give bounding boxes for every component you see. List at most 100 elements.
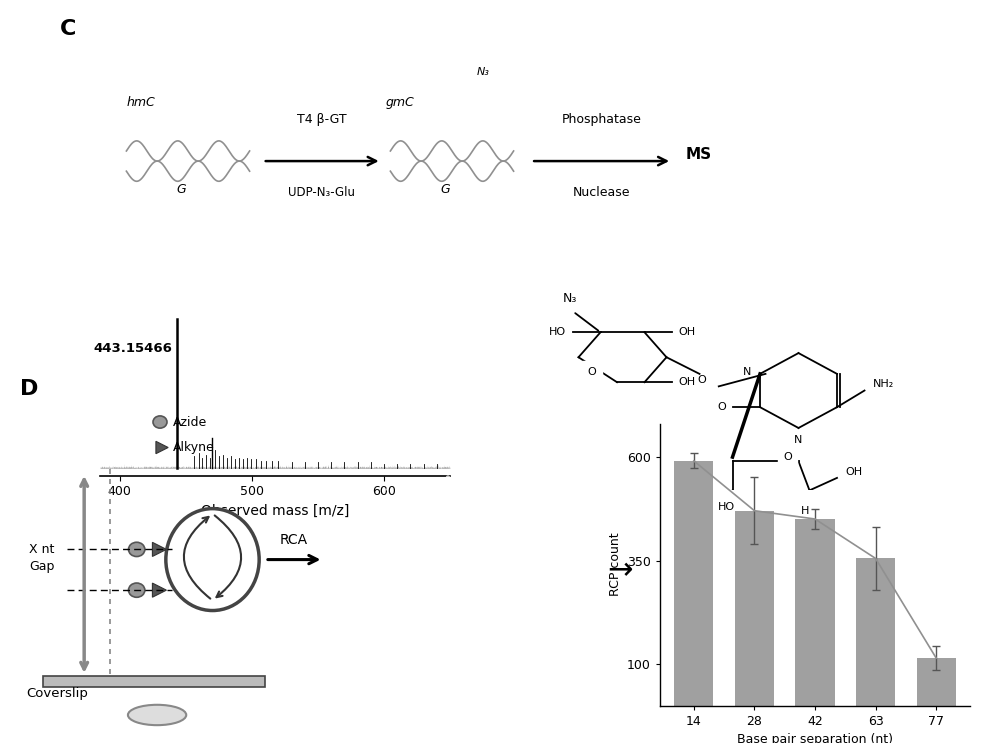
Point <box>542 676 558 688</box>
Point <box>487 517 503 529</box>
Point <box>380 602 396 614</box>
Text: G: G <box>440 184 450 196</box>
Bar <box>735 510 774 706</box>
Point <box>563 470 579 482</box>
Text: Nuclease: Nuclease <box>573 186 630 199</box>
Text: Alkyne: Alkyne <box>173 441 215 454</box>
Point <box>377 455 393 467</box>
Point <box>565 472 581 484</box>
Text: 443.15466: 443.15466 <box>94 343 173 355</box>
Point <box>432 535 448 547</box>
Point <box>520 525 536 537</box>
Point <box>528 562 544 574</box>
Point <box>377 553 393 565</box>
Point <box>550 652 566 664</box>
Text: N₃: N₃ <box>476 67 489 77</box>
Point <box>577 524 593 536</box>
Bar <box>917 658 956 706</box>
Point <box>384 662 400 674</box>
Point <box>421 443 437 455</box>
Point <box>423 674 439 686</box>
Point <box>389 557 405 568</box>
Point <box>555 570 571 582</box>
Point <box>477 539 493 551</box>
Point <box>431 448 447 460</box>
Point <box>384 455 400 467</box>
Point <box>525 696 541 708</box>
Point <box>480 438 496 450</box>
Point <box>572 462 588 474</box>
Point <box>518 565 534 577</box>
Point <box>379 597 395 609</box>
Point <box>543 615 559 627</box>
Point <box>474 665 490 677</box>
Point <box>548 614 564 626</box>
Point <box>454 588 470 600</box>
Point <box>448 455 464 467</box>
Point <box>487 606 503 617</box>
Point <box>464 678 480 690</box>
Point <box>372 543 388 555</box>
Point <box>502 679 518 691</box>
Point <box>547 455 563 467</box>
Point <box>512 486 528 498</box>
Point <box>532 606 548 618</box>
Point <box>419 447 435 458</box>
Point <box>402 692 418 704</box>
Point <box>469 504 485 516</box>
Point <box>506 450 522 461</box>
Point <box>559 554 575 566</box>
Point <box>579 681 595 693</box>
Point <box>493 640 509 652</box>
Point <box>544 618 560 630</box>
Point <box>453 681 469 693</box>
Point <box>465 530 481 542</box>
Point <box>450 637 466 649</box>
Point <box>409 570 425 582</box>
Point <box>572 537 588 549</box>
Point <box>554 440 570 452</box>
Point <box>579 517 595 529</box>
Point <box>387 580 403 592</box>
Point <box>520 500 536 512</box>
Text: hmC: hmC <box>126 96 155 108</box>
Point <box>482 473 498 485</box>
Point <box>487 567 503 579</box>
Point <box>535 698 551 710</box>
Point <box>572 565 588 577</box>
Point <box>572 562 588 574</box>
Point <box>433 655 449 666</box>
Point <box>409 706 425 718</box>
Point <box>530 680 546 692</box>
Point <box>473 499 489 510</box>
Point <box>432 627 448 639</box>
Point <box>468 499 484 511</box>
Point <box>487 530 503 542</box>
Point <box>475 666 491 678</box>
Point <box>463 675 479 687</box>
Point <box>542 501 558 513</box>
Text: MS: MS <box>685 147 711 162</box>
Point <box>388 677 404 689</box>
Text: D: D <box>20 379 38 399</box>
Point <box>471 692 487 704</box>
Point <box>590 661 606 672</box>
Text: Azide: Azide <box>173 415 207 429</box>
Bar <box>856 559 895 706</box>
Point <box>434 488 450 500</box>
Point <box>399 699 415 711</box>
Point <box>561 694 577 706</box>
Point <box>402 549 418 561</box>
Point <box>433 499 449 510</box>
Point <box>550 473 566 484</box>
Point <box>525 635 541 646</box>
Point <box>401 691 417 703</box>
Point <box>441 528 457 539</box>
Point <box>539 559 555 571</box>
Text: OH: OH <box>845 467 862 477</box>
Text: T4 β-GT: T4 β-GT <box>297 113 347 126</box>
Text: gmC: gmC <box>386 96 415 108</box>
Point <box>401 626 417 638</box>
Point <box>412 479 428 491</box>
Point <box>547 623 563 635</box>
